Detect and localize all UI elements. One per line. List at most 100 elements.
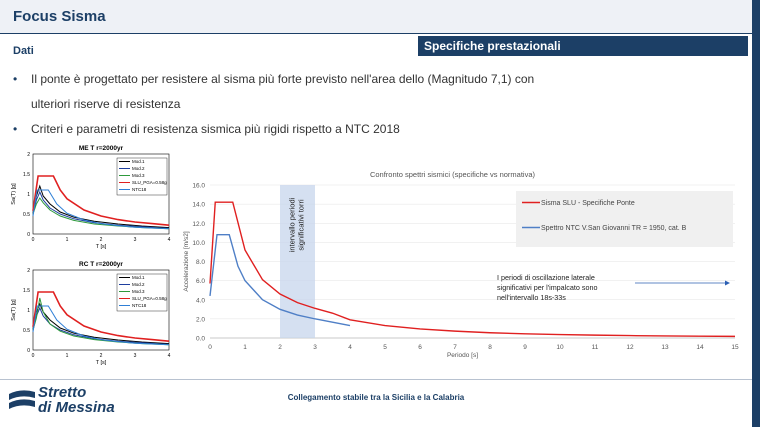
- band-label-line2: significativi torri: [297, 199, 306, 251]
- x-axis-label: T [s]: [96, 244, 107, 250]
- annotation-text: nell'intervallo 18s-33s: [497, 293, 566, 302]
- y-tick-label: 1.5: [23, 172, 30, 178]
- y-tick-label: 12.0: [192, 221, 205, 228]
- legend-label: Mod.1: [132, 159, 145, 164]
- series-line: [32, 189, 170, 230]
- y-tick-label: 16.0: [192, 183, 205, 190]
- y-axis-label: Sa(T) [g]: [11, 183, 17, 205]
- series-line: [32, 306, 170, 345]
- series-line: [32, 291, 170, 342]
- legend-label: Mod.1: [132, 275, 145, 280]
- x-axis-label: Periodo [s]: [447, 352, 478, 359]
- bullet-1-line1: Il ponte è progettato per resistere al s…: [31, 72, 535, 86]
- legend-label: Mod.2: [132, 166, 145, 171]
- x-tick-label: 6: [418, 344, 422, 351]
- x-tick-label: 2: [100, 237, 103, 243]
- y-tick-label: 0: [27, 232, 30, 238]
- main-chart-title: Confronto spettri sismici (specifiche vs…: [370, 170, 536, 179]
- x-tick-label: 4: [168, 237, 171, 243]
- main-legend-box: [516, 191, 733, 247]
- annotation-text: significativi per l'impalcato sono: [497, 283, 597, 292]
- bullet-1-line2: ulteriori riserve di resistenza: [31, 97, 181, 111]
- x-tick-label: 9: [523, 344, 527, 351]
- main-chart: Confronto spettri sismici (specifiche vs…: [183, 170, 739, 359]
- series-line: [32, 190, 170, 229]
- y-tick-label: 4.0: [196, 297, 205, 304]
- x-tick-label: 1: [243, 344, 247, 351]
- x-tick-label: 4: [168, 353, 171, 359]
- y-tick-label: 10.0: [192, 240, 205, 247]
- x-tick-label: 0: [208, 344, 212, 351]
- x-tick-label: 4: [348, 344, 352, 351]
- y-tick-label: 2: [27, 152, 30, 158]
- legend-label: NTC18: [132, 303, 147, 308]
- series-line: [209, 201, 736, 338]
- x-tick-label: 3: [134, 237, 137, 243]
- x-tick-label: 14: [696, 344, 704, 351]
- legend-label: Sisma SLU - Specifiche Ponte: [541, 200, 635, 207]
- y-tick-label: 1: [27, 308, 30, 314]
- y-tick-label: 0.5: [23, 212, 30, 218]
- small-legend-box: [116, 157, 168, 196]
- bullet-2-line1: Criteri e parametri di resistenza sismic…: [31, 122, 400, 136]
- x-tick-label: 12: [626, 344, 634, 351]
- y-axis-label: Sa(T) [g]: [11, 299, 17, 321]
- logo-text-stretto: Stretto: [38, 384, 87, 401]
- annotation-arrow-icon: [725, 280, 730, 286]
- x-tick-label: 15: [731, 344, 739, 351]
- page-title: Focus Sisma: [13, 8, 106, 25]
- small-chart-title: ME T r=2000yr: [79, 145, 124, 152]
- series-line: [32, 184, 170, 229]
- stretto-logo-icon: [9, 390, 35, 409]
- x-tick-label: 13: [661, 344, 669, 351]
- x-tick-label: 1: [66, 353, 69, 359]
- x-tick-label: 5: [383, 344, 387, 351]
- specifiche-banner: Specifiche prestazionali: [418, 36, 748, 56]
- section-label: Dati: [13, 45, 34, 57]
- x-tick-label: 8: [488, 344, 492, 351]
- annotation-text: I periodi di oscillazione laterale: [497, 273, 595, 282]
- y-tick-label: 8.0: [196, 259, 205, 266]
- x-tick-label: 0: [32, 353, 35, 359]
- y-tick-label: 2.0: [196, 316, 205, 323]
- y-tick-label: 0: [27, 348, 30, 354]
- right-edge-strip: [752, 0, 760, 427]
- y-tick-label: 6.0: [196, 278, 205, 285]
- x-tick-label: 10: [556, 344, 564, 351]
- small-legend-box: [116, 273, 168, 312]
- legend-label: NTC18: [132, 187, 147, 192]
- footer-text: Collegamento stabile tra la Sicilia e la…: [287, 393, 465, 402]
- legend-label: Spettro NTC V.San Giovanni TR = 1950, ca…: [541, 225, 687, 232]
- footer-divider: [0, 379, 752, 380]
- legend-label: Mod.3: [132, 173, 145, 178]
- periods-band: [280, 185, 315, 338]
- x-tick-label: 11: [592, 344, 599, 351]
- series-line: [32, 305, 170, 346]
- series-line: [209, 234, 351, 327]
- x-tick-label: 2: [100, 353, 103, 359]
- legend-label: Mod.2: [132, 282, 145, 287]
- x-tick-label: 1: [66, 237, 69, 243]
- legend-label: SLU_PGA=0.58g: [132, 296, 167, 301]
- band-label-line1: intervallo periodi: [288, 197, 297, 252]
- x-tick-label: 0: [32, 237, 35, 243]
- bullet-dot-icon: •: [13, 72, 18, 86]
- x-tick-label: 3: [134, 353, 137, 359]
- title-bar: [0, 0, 752, 33]
- small-chart-title: RC T r=2000yr: [79, 261, 123, 268]
- legend-label: Mod.3: [132, 289, 145, 294]
- small-chart-me: ME T r=2000yr 0 0.5 1 1.5 2 0 1 2 3 4 T [s] Sa(T) [g…: [11, 145, 171, 250]
- y-tick-label: 1.5: [23, 288, 30, 294]
- y-axis-label: Accelerazione [m/s2]: [183, 231, 190, 292]
- y-tick-label: 1: [27, 192, 30, 198]
- y-tick-label: 2: [27, 268, 30, 274]
- y-tick-label: 0.5: [23, 328, 30, 334]
- x-tick-label: 2: [278, 344, 282, 351]
- logo-text-messina: di Messina: [38, 399, 115, 416]
- x-tick-label: 7: [453, 344, 457, 351]
- small-chart-rc: RC T r=2000yr 0 0.5 1 1.5 2 0 1 2 3 4 T [s] Sa(T) [g…: [11, 261, 171, 366]
- x-axis-label: T [s]: [96, 360, 107, 366]
- series-line: [32, 175, 170, 226]
- y-tick-label: 14.0: [192, 202, 205, 209]
- bullet-dot-icon: •: [13, 122, 18, 136]
